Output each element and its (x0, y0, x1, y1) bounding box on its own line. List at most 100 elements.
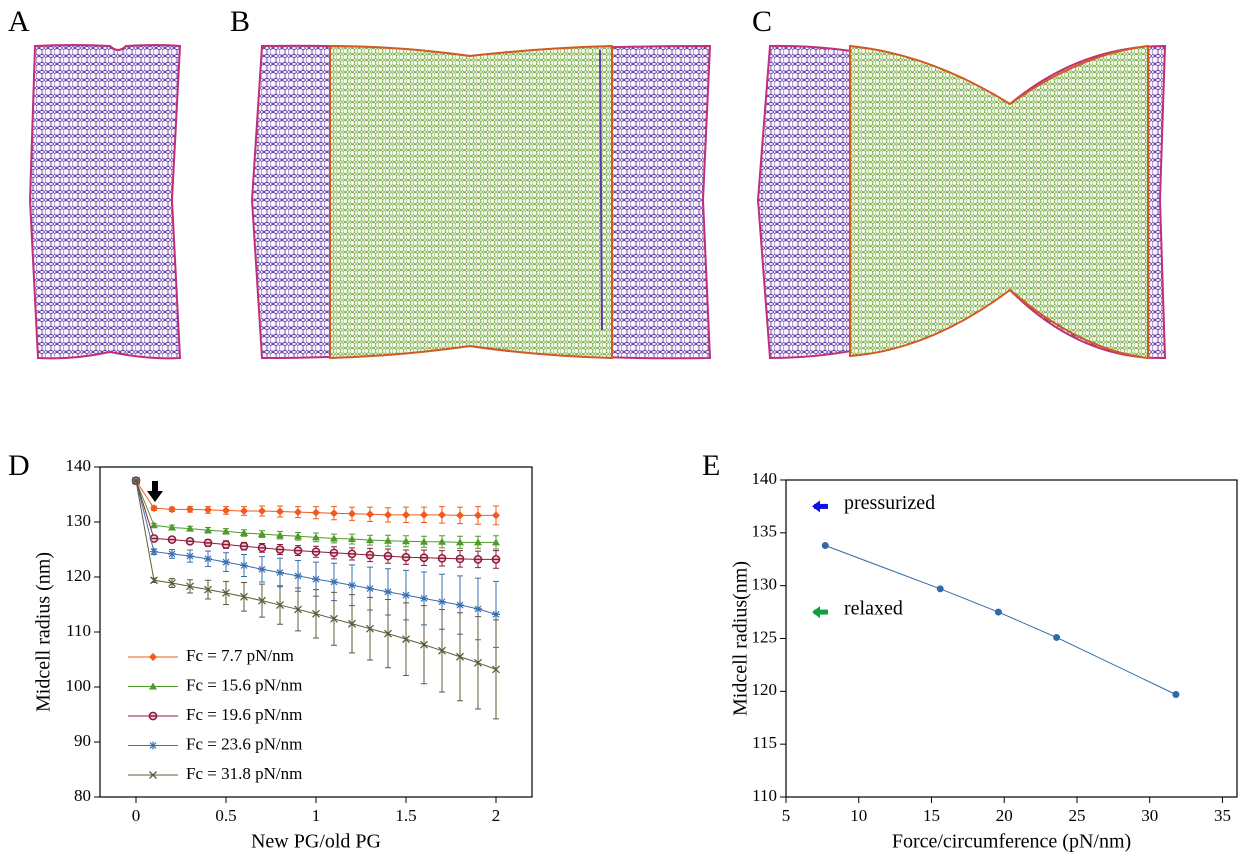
marker (402, 635, 410, 644)
marker (293, 546, 303, 555)
y-tick-label: 115 (752, 733, 777, 752)
marker (258, 507, 266, 515)
marker (311, 547, 321, 557)
marker (474, 604, 482, 613)
marker (366, 536, 374, 544)
marker (1172, 691, 1180, 699)
marker (276, 507, 284, 516)
marker (294, 532, 302, 540)
marker (240, 529, 248, 536)
marker (438, 646, 446, 655)
marker (204, 554, 212, 563)
legend-label: Fc = 15.6 pN/nm (186, 675, 302, 694)
marker (401, 552, 411, 562)
marker (456, 538, 464, 546)
y-tick-label: 125 (752, 627, 778, 646)
y-tick-label: 100 (66, 676, 92, 695)
marker (330, 577, 338, 586)
legend-marker (149, 682, 157, 690)
marker (402, 510, 410, 519)
y-tick-label: 120 (752, 680, 778, 699)
annotation: relaxed (844, 598, 903, 620)
y-tick-label: 80 (74, 786, 91, 805)
marker (348, 509, 356, 518)
marker (384, 587, 392, 596)
marker (276, 568, 284, 577)
marker (366, 584, 374, 593)
x-tick-label: 25 (1068, 806, 1085, 825)
marker (294, 605, 302, 614)
panel-label: A (8, 5, 30, 38)
marker (294, 508, 302, 517)
marker (329, 548, 339, 558)
cell-image-a (28, 44, 182, 360)
annotation-arrowhead (812, 606, 820, 619)
y-tick-label: 110 (752, 786, 777, 805)
y-tick-label: 130 (752, 575, 778, 594)
marker (257, 543, 267, 553)
x-tick-label: 10 (850, 806, 867, 825)
marker (204, 585, 212, 594)
marker (348, 535, 356, 543)
legend-marker (149, 771, 157, 779)
marker (185, 536, 195, 546)
marker (240, 561, 248, 570)
series-line (825, 545, 1177, 695)
marker (474, 538, 482, 546)
marker (474, 511, 482, 520)
arrow-marker (147, 481, 163, 502)
annotation: pressurized (844, 492, 935, 514)
cell-image-c (756, 44, 1167, 360)
x-axis-label: Force/circumference (pN/nm) (892, 831, 1131, 853)
marker (994, 608, 1002, 616)
marker (186, 552, 194, 561)
y-tick-label: 90 (74, 731, 91, 750)
marker (365, 550, 375, 560)
marker (276, 601, 284, 610)
marker (203, 538, 213, 548)
marker (348, 581, 356, 590)
x-tick-label: 5 (782, 806, 791, 825)
marker (312, 575, 320, 584)
y-axis-label: Midcell radius (nm) (33, 552, 55, 712)
y-tick-label: 140 (66, 456, 92, 475)
marker (473, 555, 483, 564)
marker (384, 510, 392, 519)
y-tick-label: 110 (66, 621, 91, 640)
legend-label: Fc = 23.6 pN/nm (186, 734, 302, 753)
y-tick-label: 130 (66, 511, 92, 530)
marker (402, 591, 410, 600)
marker (419, 553, 429, 563)
marker (492, 511, 500, 520)
marker (222, 588, 230, 597)
marker (348, 619, 356, 628)
marker (312, 533, 320, 541)
panel-label: C (752, 5, 772, 38)
marker (294, 571, 302, 580)
marker (312, 609, 320, 618)
marker (330, 509, 338, 518)
marker (330, 534, 338, 542)
marker (222, 506, 230, 515)
marker (186, 582, 194, 591)
marker (168, 579, 176, 588)
marker (275, 545, 285, 554)
marker (366, 624, 374, 633)
marker (240, 592, 248, 601)
marker (168, 549, 176, 558)
x-tick-label: 35 (1214, 806, 1231, 825)
marker (420, 510, 428, 519)
marker (383, 551, 393, 561)
annotation-arrowhead (812, 500, 820, 513)
marker (492, 538, 500, 546)
marker (167, 535, 177, 544)
x-tick-label: 30 (1141, 806, 1158, 825)
marker (492, 665, 500, 674)
x-tick-label: 0.5 (215, 806, 236, 825)
x-axis-label: New PG/old PG (251, 831, 381, 853)
marker (222, 558, 230, 567)
marker (1053, 633, 1061, 641)
marker (258, 565, 266, 574)
marker (456, 652, 464, 661)
y-tick-label: 140 (752, 469, 778, 488)
